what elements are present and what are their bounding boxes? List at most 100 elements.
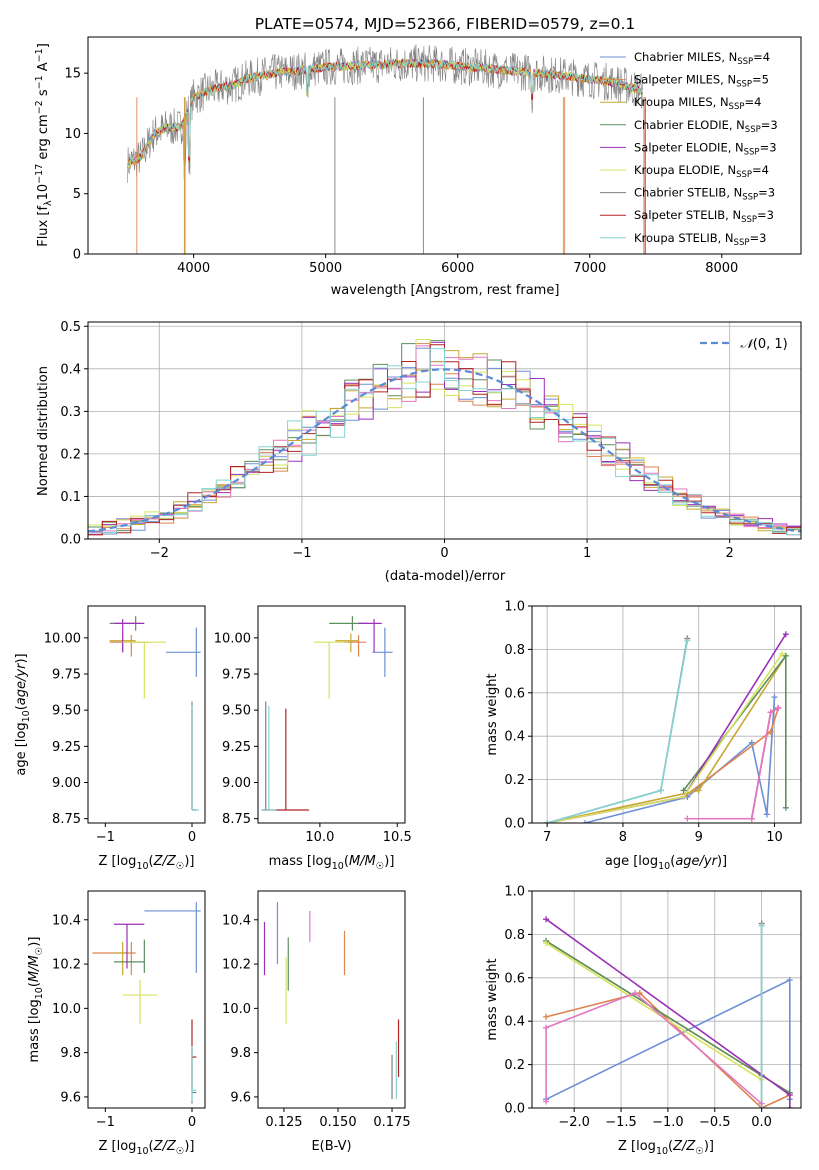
legend-label: 𝒩(0, 1) <box>740 337 787 352</box>
weight-marker <box>748 739 755 746</box>
weight-series <box>545 992 763 1105</box>
legend-label: Chabrier ELODIE, NSSP=3 <box>634 118 778 135</box>
plot-area <box>109 616 201 811</box>
legend-label: Kroupa ELODIE, NSSP=4 <box>634 163 769 180</box>
x-axis-label: (data-model)/error <box>385 569 506 584</box>
x-tick-label: −1.0 <box>652 1115 684 1130</box>
weight-marker <box>632 989 639 996</box>
weight-marker <box>786 1105 793 1108</box>
label-part: 10 <box>36 184 51 201</box>
y-tick-label: 9.6 <box>60 1090 81 1105</box>
weight-marker <box>543 916 550 923</box>
weight-series <box>546 638 689 823</box>
y-tick-label: 0.2 <box>60 447 81 462</box>
weight-marker <box>684 815 691 822</box>
label-part: s <box>36 89 51 100</box>
label-part: age/yr <box>14 662 29 705</box>
weight-marker <box>748 815 755 822</box>
x-tick-label: 0.125 <box>265 1115 302 1130</box>
y-axis-label: mass weight <box>485 673 500 755</box>
y-tick-label: 10 <box>64 127 81 142</box>
label-part: ( <box>14 705 29 710</box>
label-part: Z/Z <box>153 1139 177 1154</box>
x-tick-label: 2 <box>726 546 734 561</box>
x-tick-label: 1 <box>583 546 591 561</box>
y-tick-label: 9.50 <box>222 704 251 719</box>
y-tick-label: 0 <box>73 248 81 263</box>
x-axis-label: mass [log10(M/M☉)] <box>269 854 395 872</box>
label-part: ( <box>670 854 675 869</box>
x-axis-label: Z [log10(Z/Z☉)] <box>618 1139 714 1157</box>
label-part: )] <box>184 854 194 869</box>
x-tick-label: 5000 <box>309 261 342 276</box>
legend-label-part: Salpeter STELIB, N <box>634 208 741 222</box>
label-part: −2 <box>34 100 45 114</box>
spectrum-series <box>127 58 643 172</box>
weight-marker <box>786 1091 793 1098</box>
plot-area <box>263 902 400 1100</box>
x-tick-label: 0.150 <box>319 1115 356 1130</box>
label-part: ( <box>27 982 42 987</box>
y-tick-label: 8.75 <box>222 812 251 827</box>
x-tick-label: −1 <box>96 1115 115 1130</box>
label-part: −17 <box>34 164 45 184</box>
axes-frame <box>531 890 802 1109</box>
y-tick-label: 10.0 <box>222 1002 251 1017</box>
weight-marker <box>543 1024 550 1031</box>
x-tick-label: 0.175 <box>373 1115 410 1130</box>
y-tick-label: 10.4 <box>222 913 251 928</box>
panel-residuals: −2 −1 0 1 2 0.0 0.1 0.2 0.3 0.4 0.5 𝒩(0, 1) (data-mo… <box>36 320 802 584</box>
weight-series <box>687 707 779 820</box>
legend-label-part: =3 <box>749 231 766 245</box>
label-part: −1 <box>34 48 45 62</box>
label-part: )] <box>717 854 727 869</box>
legend-label-part: =4 <box>753 50 770 64</box>
label-part: E(B-V) <box>311 1139 351 1154</box>
x-tick-label: −2.0 <box>558 1115 590 1130</box>
label-part: Flux [f <box>36 206 51 247</box>
legend-label-part: Chabrier STELIB, N <box>634 186 742 200</box>
x-axis-label: wavelength [Angstrom, rest frame] <box>331 283 560 298</box>
legend-label: Salpeter STELIB, NSSP=3 <box>634 208 774 225</box>
label-part: 10 <box>332 861 344 872</box>
label-part: ☉ <box>34 947 45 956</box>
x-tick-label: 10.0 <box>305 830 334 845</box>
x-tick-label: −2 <box>150 546 169 561</box>
weight-marker <box>582 820 589 823</box>
y-tick-label: 0.8 <box>504 928 525 943</box>
y-tick-label: 0.0 <box>504 817 525 832</box>
y-tick-label: 10.2 <box>52 958 81 973</box>
legend-label: Kroupa MILES, NSSP=4 <box>634 95 761 112</box>
label-part: 10 <box>21 710 32 722</box>
axes-frame <box>257 890 406 1109</box>
label-part: (data-model)/error <box>385 569 506 584</box>
y-tick-label: 1.0 <box>504 600 525 615</box>
x-tick-label: 4000 <box>177 261 210 276</box>
label-part: )] <box>704 1139 714 1154</box>
y-tick-label: 9.25 <box>222 740 251 755</box>
panel-mass_vs_EBV: 0.125 0.150 0.175 9.6 9.8 10.0 10.2 10.4 E(B-V) <box>222 890 411 1154</box>
y-tick-label: 9.6 <box>230 1090 251 1105</box>
x-tick-label: 0.0 <box>751 1115 772 1130</box>
legend-label-part: SSP <box>729 102 745 112</box>
legend-label-part: Salpeter ELODIE, N <box>634 140 744 154</box>
x-tick-label: −1 <box>292 546 311 561</box>
figure-title: PLATE=0574, MJD=52366, FIBERID=0579, z=0… <box>255 15 636 33</box>
legend-label-part: Kroupa ELODIE, N <box>634 163 736 177</box>
label-part: −1 <box>34 75 45 89</box>
y-tick-label: 0.5 <box>60 320 81 335</box>
weight-marker <box>758 1100 765 1107</box>
label-part: A <box>36 62 51 75</box>
histogram-series <box>88 339 801 531</box>
y-tick-label: 0.4 <box>504 1015 525 1030</box>
weight-marker <box>779 650 786 657</box>
weight-marker <box>782 652 789 659</box>
y-tick-label: 0.0 <box>504 1102 525 1117</box>
label-part: 10 <box>136 1146 148 1157</box>
x-tick-label: 10 <box>766 830 783 845</box>
label-part: 10 <box>658 861 670 872</box>
weight-series <box>547 707 780 823</box>
label-part: mass [log <box>27 999 42 1062</box>
